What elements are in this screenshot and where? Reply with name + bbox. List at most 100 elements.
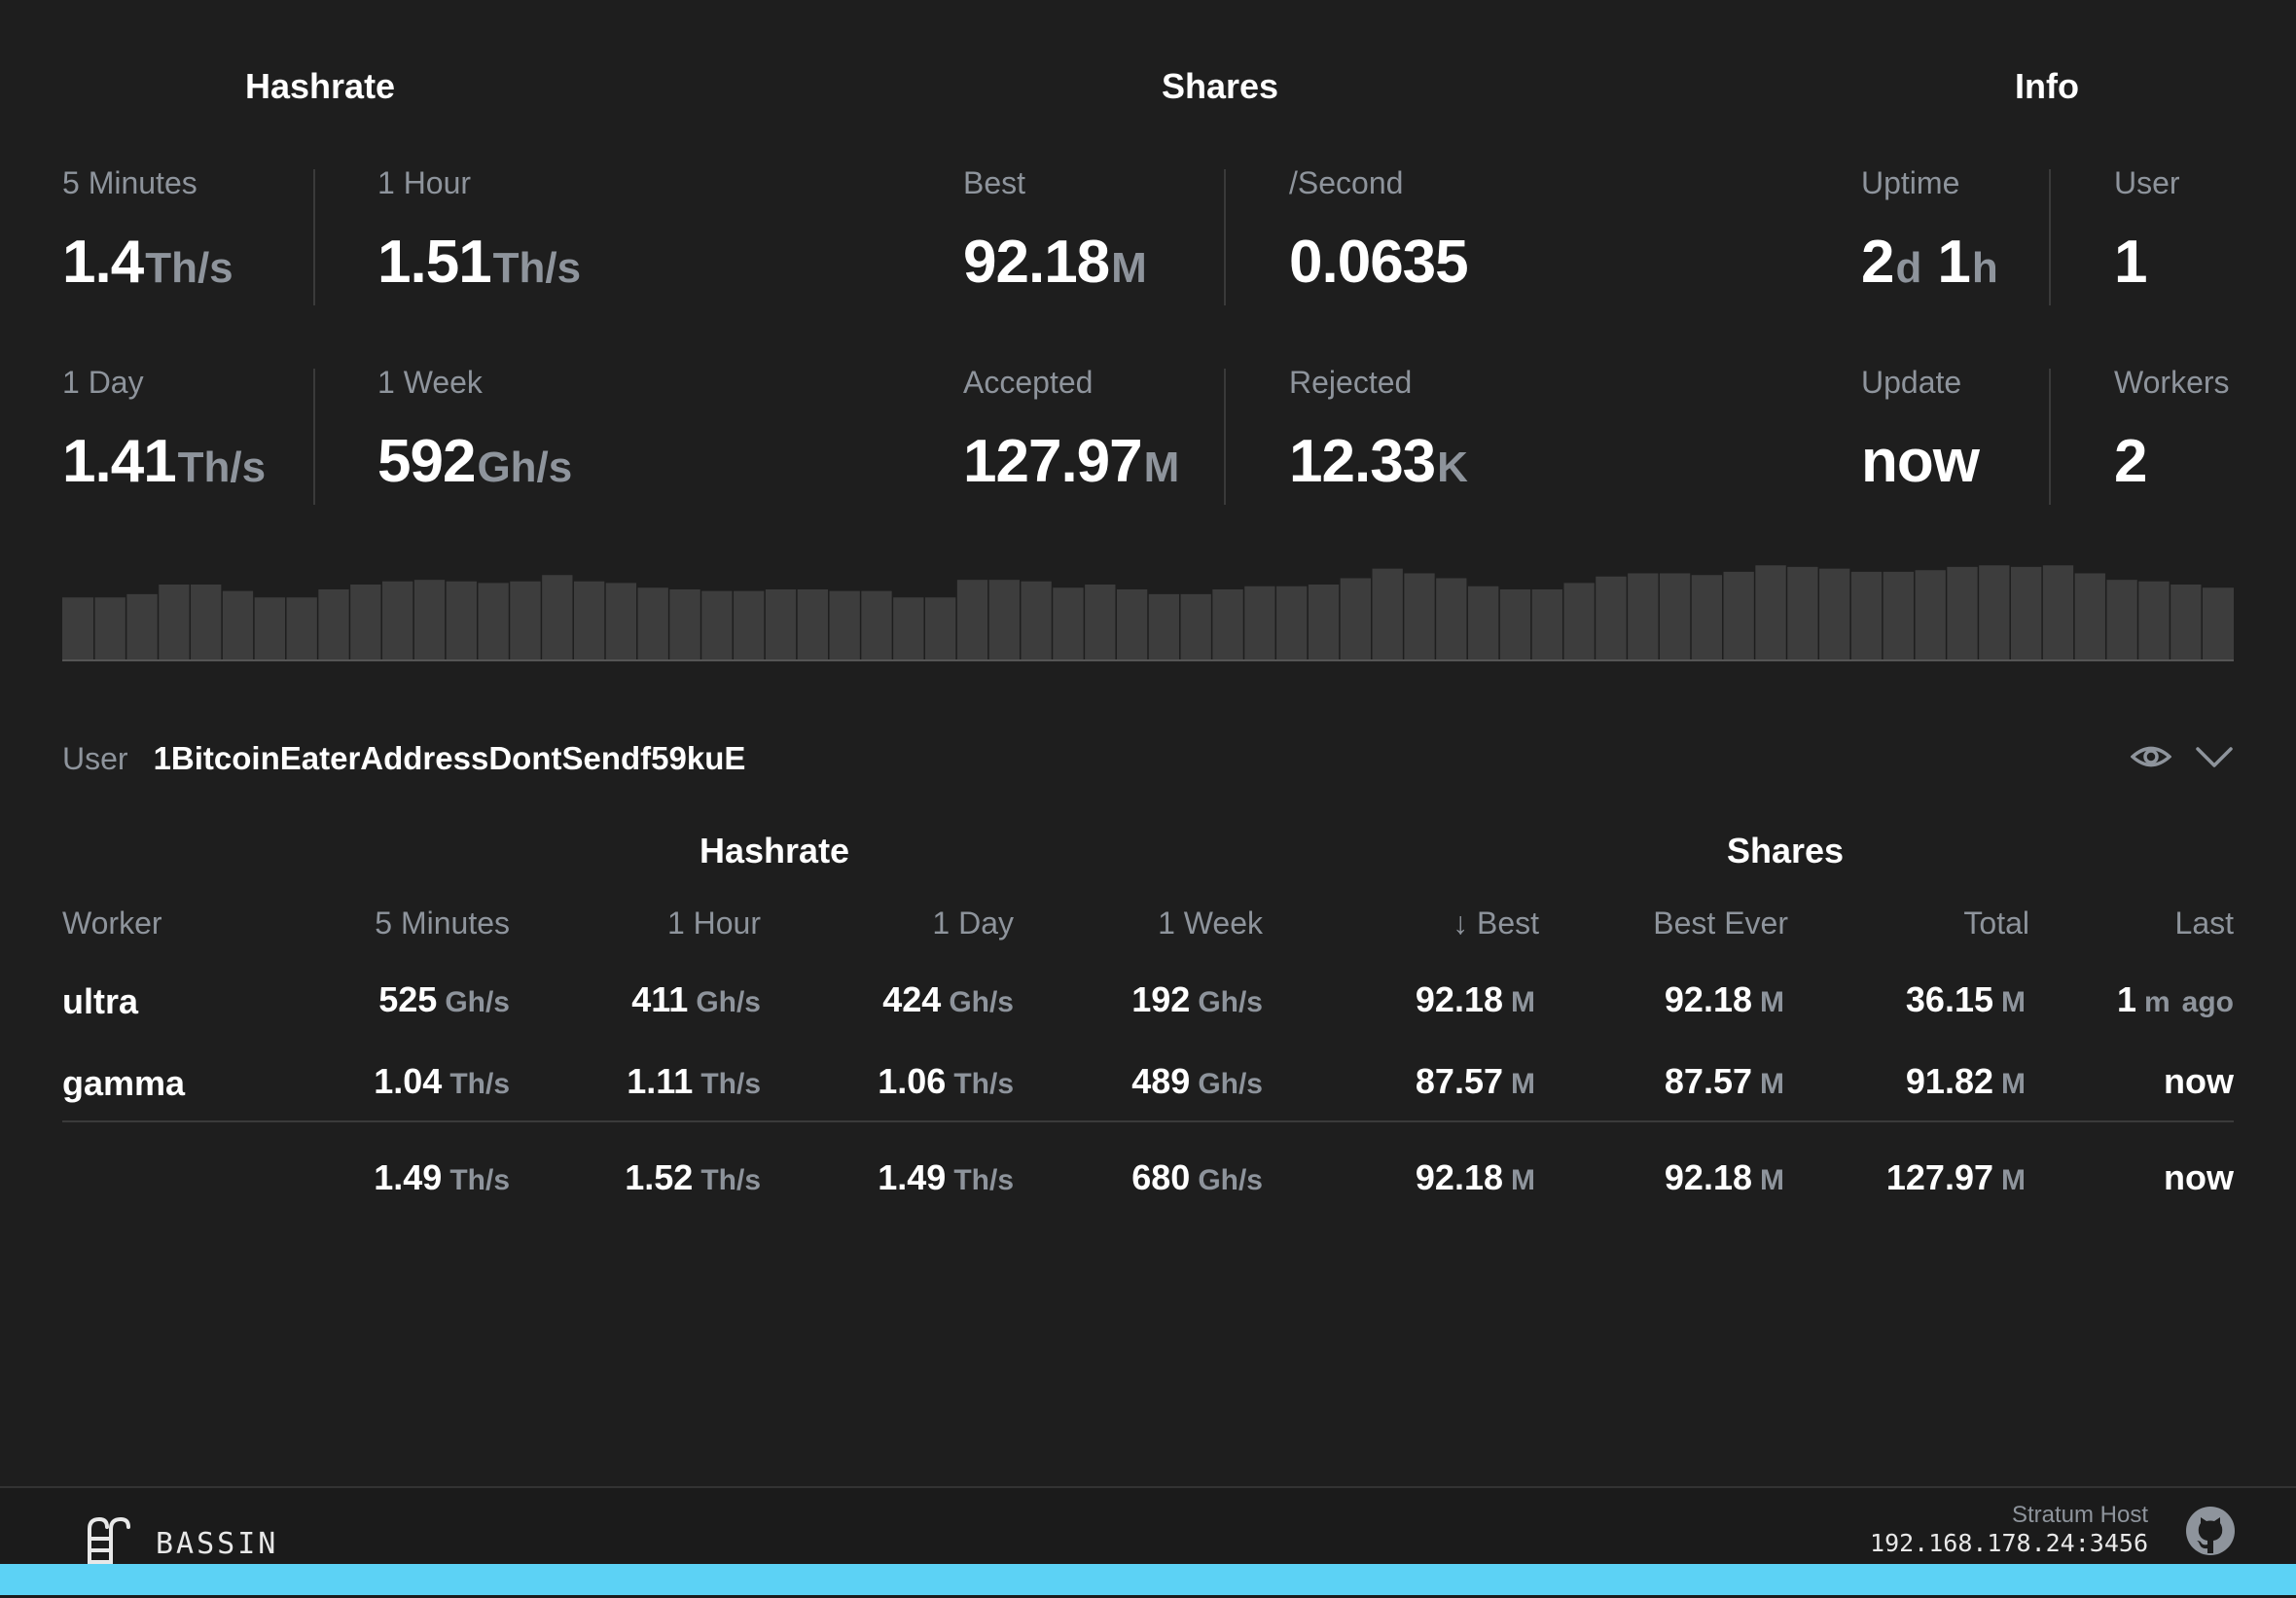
info-workers-stat: Workers 2 xyxy=(2114,365,2230,492)
table-group-hashrate: Hashrate xyxy=(700,831,850,870)
cell-1hour: 411 Gh/s xyxy=(631,979,761,1019)
col-header-best-ever[interactable]: Best Ever xyxy=(1653,906,1788,941)
stat-label: /Second xyxy=(1289,165,1404,200)
total-total: 127.97 M xyxy=(1885,1157,2026,1197)
uptime-hours: 1 xyxy=(1937,229,1970,296)
hashrate-1hour-stat: 1 Hour 1.51Th/s xyxy=(377,165,581,293)
stat-label: 5 Minutes xyxy=(62,165,197,200)
divider xyxy=(1224,369,1226,505)
stat-label: Uptime xyxy=(1861,165,1960,200)
col-header-5min[interactable]: 5 Minutes xyxy=(375,906,510,941)
stat-value: 1.4 xyxy=(62,229,144,296)
total-5min: 1.49 Th/s xyxy=(374,1157,510,1197)
col-header-1day[interactable]: 1 Day xyxy=(932,906,1014,941)
cell-5min: 1.04 Th/s xyxy=(374,1061,510,1101)
cell-best: 92.18 M xyxy=(1415,979,1535,1019)
divider xyxy=(313,369,315,505)
shares-per-second-stat: /Second 0.0635 xyxy=(1289,165,1470,293)
uptime-hours-unit: h xyxy=(1971,244,1998,292)
eye-icon[interactable] xyxy=(2130,739,2172,774)
total-1hour: 1.52 Th/s xyxy=(625,1157,761,1197)
user-address: 1BitcoinEaterAddressDontSendf59kuE xyxy=(153,740,746,776)
stat-unit: Th/s xyxy=(145,244,233,292)
divider xyxy=(2049,169,2051,305)
github-icon[interactable] xyxy=(2185,1506,2236,1556)
stat-value: 2 xyxy=(2114,428,2147,495)
uptime-days: 2 xyxy=(1861,229,1894,296)
divider xyxy=(2049,369,2051,505)
stat-label: Accepted xyxy=(963,365,1094,400)
stat-label: Best xyxy=(963,165,1026,200)
stat-value: 1.51 xyxy=(377,229,492,296)
col-header-last[interactable]: Last xyxy=(2174,906,2234,941)
table-totals-divider xyxy=(62,1120,2234,1122)
cell-last: now xyxy=(2164,1061,2234,1101)
total-best-ever: 92.18 M xyxy=(1664,1157,1784,1197)
stat-value: 12.33 xyxy=(1289,428,1436,495)
col-header-worker[interactable]: Worker xyxy=(62,906,162,941)
col-header-1week[interactable]: 1 Week xyxy=(1158,906,1263,941)
cell-1week: 192 Gh/s xyxy=(1131,979,1263,1019)
info-section-title: Info xyxy=(2015,66,2079,106)
stat-label: Rejected xyxy=(1289,365,1413,400)
divider xyxy=(1224,169,1226,305)
col-header-1hour[interactable]: 1 Hour xyxy=(666,906,761,941)
shares-best-stat: Best 92.18M xyxy=(963,165,1147,293)
stat-value: 1.41 xyxy=(62,428,177,495)
cell-1day: 424 Gh/s xyxy=(882,979,1014,1019)
user-bar: User 1BitcoinEaterAddressDontSendf59kuE xyxy=(62,737,745,780)
cell-total: 36.15 M xyxy=(1905,979,2026,1019)
total-1week: 680 Gh/s xyxy=(1131,1157,1263,1197)
stat-value: 127.97 xyxy=(963,428,1143,495)
worker-name: ultra xyxy=(62,981,139,1021)
stat-label: 1 Hour xyxy=(377,165,472,200)
shares-section-title: Shares xyxy=(1162,66,1279,106)
stat-unit: Gh/s xyxy=(477,444,573,491)
stat-value: 92.18 xyxy=(963,229,1110,296)
stratum-host[interactable]: 192.168.178.24:3456 xyxy=(1870,1529,2148,1557)
info-uptime-stat: Uptime 2d 1h xyxy=(1861,165,1998,293)
cell-5min: 525 Gh/s xyxy=(378,979,510,1019)
col-header-total[interactable]: Total xyxy=(1963,906,2029,941)
hashrate-1day-stat: 1 Day 1.41Th/s xyxy=(62,365,266,492)
worker-name: gamma xyxy=(62,1063,186,1103)
stat-label: 1 Week xyxy=(377,365,483,400)
stat-unit: Th/s xyxy=(177,444,267,491)
stat-unit: K xyxy=(1437,444,1468,491)
info-user-stat: User 1 xyxy=(2114,165,2180,293)
stat-value: now xyxy=(1861,428,1980,495)
stratum-label: Stratum Host xyxy=(2011,1502,2148,1528)
stat-unit: M xyxy=(1143,444,1180,491)
stat-label: User xyxy=(2114,165,2180,200)
app-name: BASSIN xyxy=(156,1527,279,1561)
total-last: now xyxy=(2164,1157,2234,1197)
cell-last: 1 m ago xyxy=(2116,979,2234,1019)
hashrate-5min-stat: 5 Minutes 1.4Th/s xyxy=(62,165,233,293)
total-best: 92.18 M xyxy=(1415,1157,1535,1197)
cell-best-ever: 92.18 M xyxy=(1664,979,1784,1019)
stat-label: Update xyxy=(1861,365,1962,400)
shares-rejected-stat: Rejected 12.33K xyxy=(1289,365,1468,492)
cell-best: 87.57 M xyxy=(1415,1061,1535,1101)
accent-bar xyxy=(0,1564,2296,1595)
cell-1week: 489 Gh/s xyxy=(1131,1061,1263,1101)
divider xyxy=(313,169,315,305)
stat-value: 0.0635 xyxy=(1289,229,1469,296)
stat-unit: Th/s xyxy=(492,244,582,292)
stat-label: Workers xyxy=(2114,365,2230,400)
stat-value: 592 xyxy=(377,428,476,495)
uptime-days-unit: d xyxy=(1895,244,1922,292)
shares-accepted-stat: Accepted 127.97M xyxy=(963,365,1179,492)
table-group-shares: Shares xyxy=(1727,831,1845,870)
total-1day: 1.49 Th/s xyxy=(878,1157,1014,1197)
hashrate-1week-stat: 1 Week 592Gh/s xyxy=(377,365,572,492)
user-label: User xyxy=(62,740,128,776)
chevron-down-icon[interactable] xyxy=(2195,745,2234,770)
col-header-best[interactable]: ↓ Best xyxy=(1453,906,1539,941)
cell-1hour: 1.11 Th/s xyxy=(627,1061,761,1101)
stat-value: 1 xyxy=(2114,229,2147,296)
cell-total: 91.82 M xyxy=(1905,1061,2026,1101)
cell-best-ever: 87.57 M xyxy=(1664,1061,1784,1101)
hashrate-section-title: Hashrate xyxy=(245,66,396,106)
hashrate-sparkline xyxy=(62,562,2234,661)
